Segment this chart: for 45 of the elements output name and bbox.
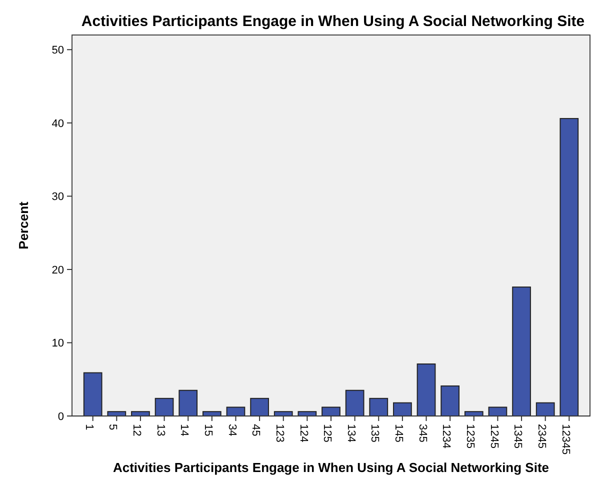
bar (226, 406, 246, 416)
x-tick-label: 12 (130, 424, 143, 436)
x-tick-label: 134 (344, 424, 357, 442)
bar (393, 402, 412, 416)
y-tick-label: 10 (52, 338, 64, 350)
x-tick-label: 123 (273, 424, 286, 442)
x-tick-label: 1345 (512, 424, 524, 448)
bar (345, 390, 364, 416)
bar (560, 118, 579, 416)
x-tick-label: 13 (154, 424, 166, 436)
x-tick-label: 1245 (488, 424, 500, 448)
bar (440, 385, 460, 416)
y-tick-label: 40 (52, 118, 64, 130)
x-tick-label: 124 (297, 424, 310, 442)
x-axis-title: Activities Participants Engage in When Using A Social Networking Site (112, 460, 550, 475)
x-tick-label: 1235 (464, 424, 476, 448)
bar (488, 406, 508, 416)
x-tick-label: 14 (178, 424, 190, 436)
x-tick-label: 15 (202, 424, 214, 436)
bar (83, 372, 102, 416)
x-tick-label: 2345 (535, 424, 548, 448)
x-tick-label: 135 (368, 424, 381, 442)
x-tick-label: 5 (106, 424, 119, 430)
y-axis-title: Percent (16, 200, 31, 250)
y-tick-label: 30 (52, 191, 64, 204)
bar (154, 398, 174, 416)
bar (369, 398, 388, 416)
y-tick-label: 20 (52, 264, 64, 276)
x-tick-label: 345 (416, 424, 428, 442)
x-tick-label: 125 (321, 424, 334, 442)
x-tick-label: 145 (392, 424, 405, 442)
y-tick-label: 50 (52, 44, 64, 57)
chart-title: Activities Participants Engage in When Using A Social Networking Site (81, 13, 585, 30)
bar (416, 363, 436, 416)
bar (536, 402, 555, 416)
x-tick-label: 34 (226, 424, 238, 436)
bar (512, 286, 531, 416)
x-tick-label: 1 (82, 424, 95, 430)
x-tick-label: 1234 (440, 424, 452, 448)
y-tick-label: 0 (58, 410, 64, 423)
bar (322, 406, 340, 416)
bar (178, 390, 198, 416)
x-tick-label: 45 (250, 424, 262, 436)
x-tick-label: 12345 (559, 424, 572, 455)
bar (250, 398, 269, 416)
